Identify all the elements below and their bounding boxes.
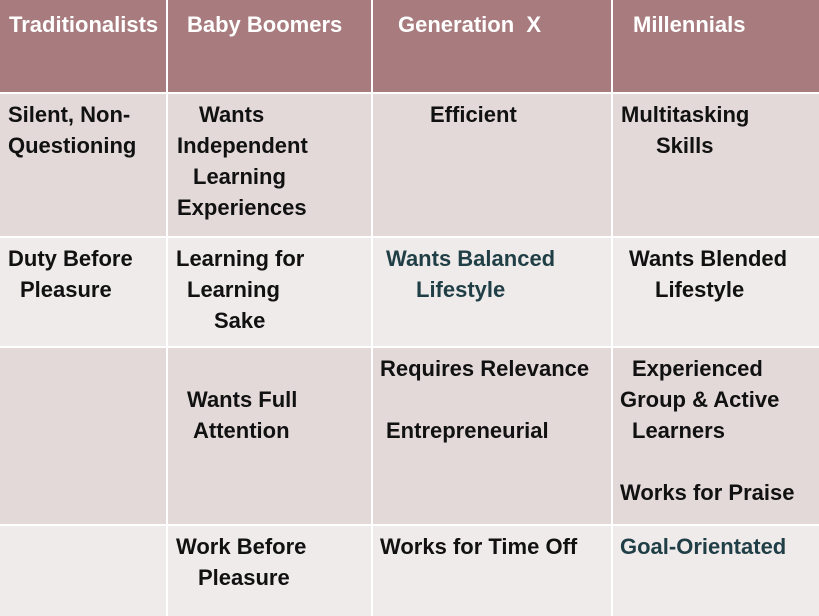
cell-line: Efficient: [430, 102, 517, 127]
cell-line: Goal-Orientated: [620, 534, 787, 559]
header-traditionalists: Traditionalists: [0, 0, 167, 93]
row3-traditionalists: [0, 347, 167, 525]
row3-generation-x: Requires Relevance Entrepreneurial: [372, 347, 612, 525]
row1-traditionalists: Silent, Non- Questioning: [0, 93, 167, 237]
cell-line: Learning: [187, 277, 280, 302]
row2-millennials: Wants Blended Lifestyle: [612, 237, 819, 347]
cell-line: Wants Balanced: [386, 246, 556, 271]
cell-line: Works for Praise: [620, 480, 795, 505]
cell-line: Wants Full: [187, 387, 298, 412]
cell-line: Attention: [193, 418, 290, 443]
cell-line: Works for Time Off: [380, 534, 578, 559]
row1-baby-boomers: Wants Independent Learning Experiences: [167, 93, 372, 237]
row4-traditionalists: [0, 525, 167, 616]
row1-generation-x: Efficient: [372, 93, 612, 237]
column-divider: [371, 0, 373, 616]
cell-line: Group & Active: [620, 387, 780, 412]
cell-line: Entrepreneurial: [386, 418, 549, 443]
cell-line: Silent, Non-: [8, 102, 131, 127]
row2-generation-x: Wants Balanced Lifestyle: [372, 237, 612, 347]
row2-baby-boomers: Learning for Learning Sake: [167, 237, 372, 347]
row3-millennials: Experienced Group & Active Learners Work…: [612, 347, 819, 525]
cell-line: Wants: [199, 102, 265, 127]
cell-line: Learning for: [176, 246, 305, 271]
cell-line: [380, 384, 612, 415]
cell-line: [620, 446, 819, 477]
row-divider: [0, 92, 819, 94]
header-baby-boomers: Baby Boomers: [167, 0, 372, 93]
header-label: Traditionalists: [9, 12, 159, 37]
row1-millennials: Multitasking Skills: [612, 93, 819, 237]
column-divider: [611, 0, 613, 616]
cell-line: Learners: [632, 418, 725, 443]
header-label: Baby Boomers: [187, 12, 343, 37]
cell-line: Independent: [177, 133, 308, 158]
row-divider: [0, 236, 819, 238]
row-divider: [0, 524, 819, 526]
cell-line: Wants Blended: [629, 246, 788, 271]
cell-line: Questioning: [8, 133, 137, 158]
row-divider: [0, 346, 819, 348]
cell-line: Pleasure: [198, 565, 290, 590]
cell-line: Lifestyle: [416, 277, 506, 302]
row3-baby-boomers: Wants Full Attention: [167, 347, 372, 525]
header-millennials: Millennials: [612, 0, 819, 93]
header-label: Generation X: [398, 12, 542, 37]
cell-line: Multitasking: [621, 102, 750, 127]
cell-line: Sake: [214, 308, 266, 333]
row4-baby-boomers: Work Before Pleasure: [167, 525, 372, 616]
header-label: Millennials: [633, 12, 746, 37]
cell-line: Requires Relevance: [380, 356, 590, 381]
cell-line: Learning: [193, 164, 286, 189]
row4-generation-x: Works for Time Off: [372, 525, 612, 616]
cell-line: Work Before: [176, 534, 307, 559]
cell-line: Experienced: [632, 356, 763, 381]
cell-line: Skills: [656, 133, 714, 158]
cell-line: Duty Before: [8, 246, 133, 271]
cell-line: Pleasure: [20, 277, 112, 302]
row2-traditionalists: Duty Before Pleasure: [0, 237, 167, 347]
row4-millennials: Goal-Orientated: [612, 525, 819, 616]
cell-line: Lifestyle: [655, 277, 745, 302]
column-divider: [166, 0, 168, 616]
cell-line: Experiences: [177, 195, 307, 220]
header-generation-x: Generation X: [372, 0, 612, 93]
